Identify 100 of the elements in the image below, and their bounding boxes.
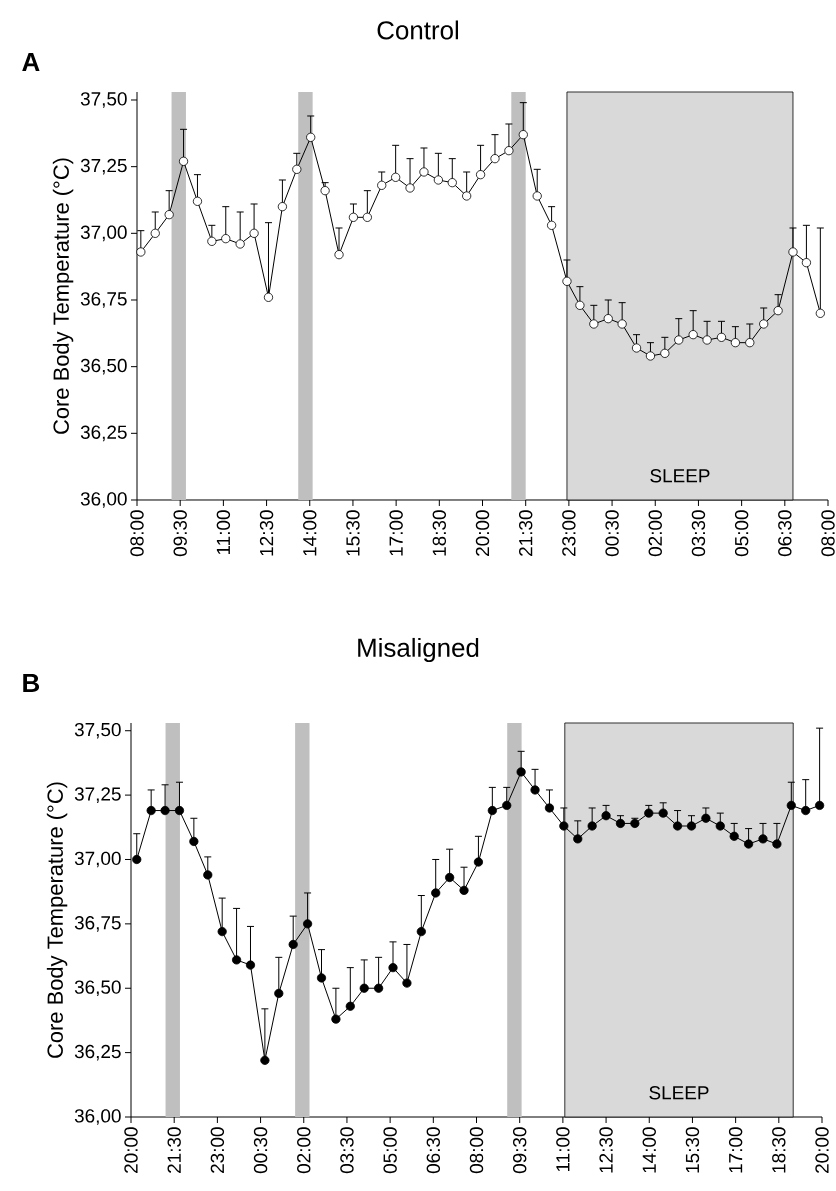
text: A <box>22 53 40 71</box>
point <box>532 191 542 201</box>
x-tick-label: 03:30 <box>340 1127 354 1174</box>
point <box>146 805 156 816</box>
point <box>231 955 242 965</box>
point <box>562 276 572 286</box>
chart-title: Misaligned <box>358 637 479 663</box>
point <box>630 818 640 829</box>
point <box>701 813 711 823</box>
x-tick-label: 11:00 <box>216 510 231 555</box>
point <box>362 212 372 222</box>
point <box>801 805 811 816</box>
point <box>245 960 256 970</box>
x-tick-label: 21:30 <box>167 1127 181 1173</box>
point <box>688 330 698 340</box>
x-tick-label: 14:00 <box>642 1127 656 1173</box>
point <box>416 926 426 937</box>
point <box>260 1055 270 1065</box>
x-tick-label: 09:30 <box>173 510 187 557</box>
y-tick-label: 36,25 <box>74 1044 121 1061</box>
x-tick-label: 03:30 <box>691 510 706 557</box>
point <box>419 167 429 177</box>
point <box>221 234 231 244</box>
x-tick-label: 09:30 <box>512 1127 527 1174</box>
x-tick-label: 06:30 <box>426 1127 441 1174</box>
point <box>516 767 526 777</box>
point <box>487 805 497 816</box>
point <box>374 983 384 993</box>
x-tick-label: 17:00 <box>728 1127 743 1173</box>
point <box>490 154 500 164</box>
chart-title: Control <box>377 20 458 40</box>
point <box>359 983 369 993</box>
point <box>391 172 401 182</box>
point <box>504 146 514 156</box>
x-tick-label: 18:30 <box>772 1127 786 1173</box>
x-tick-label: 12:30 <box>599 1127 613 1173</box>
y-tick-label: 37,00 <box>74 851 121 868</box>
x-tick-label: 21:30 <box>518 510 533 556</box>
point <box>547 220 557 230</box>
point <box>192 196 203 206</box>
x-tick-label: 02:00 <box>648 510 662 557</box>
point <box>530 785 540 795</box>
point <box>772 839 782 849</box>
point <box>136 247 146 257</box>
point <box>587 821 597 831</box>
point <box>217 926 227 937</box>
point <box>631 343 642 353</box>
point <box>601 811 611 821</box>
point <box>207 236 217 246</box>
text: B <box>23 674 40 692</box>
point <box>459 885 469 895</box>
point <box>758 834 768 844</box>
point <box>773 306 783 316</box>
point <box>729 831 739 841</box>
point <box>672 821 683 831</box>
point <box>502 800 512 810</box>
y-tick-label: 36,75 <box>80 292 127 308</box>
x-tick-label: 12:30 <box>259 510 274 556</box>
x-tick-label: 05:00 <box>383 1127 397 1174</box>
y-tick-label: 36,25 <box>80 425 127 442</box>
point <box>132 854 142 865</box>
point <box>405 183 415 193</box>
point <box>644 808 654 818</box>
y-tick-label: 36,00 <box>80 492 127 508</box>
y-axis-title: Core Body Temperature (°C) <box>46 782 68 1058</box>
point <box>160 805 170 816</box>
point <box>388 963 398 973</box>
point <box>645 351 656 361</box>
point <box>660 348 670 358</box>
x-tick-label: 15:30 <box>685 1127 700 1173</box>
point <box>674 335 684 345</box>
point <box>431 888 441 898</box>
point <box>331 1014 341 1024</box>
point <box>316 973 327 983</box>
point <box>302 919 313 929</box>
point <box>189 836 199 847</box>
point <box>447 178 457 188</box>
x-tick-label: 08:00 <box>821 510 835 557</box>
x-tick-label: 17:00 <box>389 510 403 556</box>
y-tick-label: 37,25 <box>74 787 121 803</box>
band-label: SLEEP <box>649 1086 709 1100</box>
point <box>589 319 599 329</box>
y-tick-label: 37,50 <box>80 92 127 108</box>
point <box>788 247 798 257</box>
point <box>288 939 298 950</box>
point <box>815 308 825 318</box>
point <box>345 1001 355 1011</box>
y-tick-label: 37,25 <box>80 158 127 175</box>
point <box>759 319 769 329</box>
point <box>686 821 697 831</box>
point <box>475 170 486 180</box>
point <box>658 808 668 818</box>
x-tick-label: 20:00 <box>475 510 490 556</box>
point <box>715 821 725 831</box>
band-label: SLEEP <box>650 469 710 483</box>
point <box>615 818 626 829</box>
point <box>402 978 412 988</box>
x-tick-label: 05:00 <box>734 510 749 557</box>
y-tick-label: 36,00 <box>74 1109 121 1125</box>
point <box>573 834 583 844</box>
